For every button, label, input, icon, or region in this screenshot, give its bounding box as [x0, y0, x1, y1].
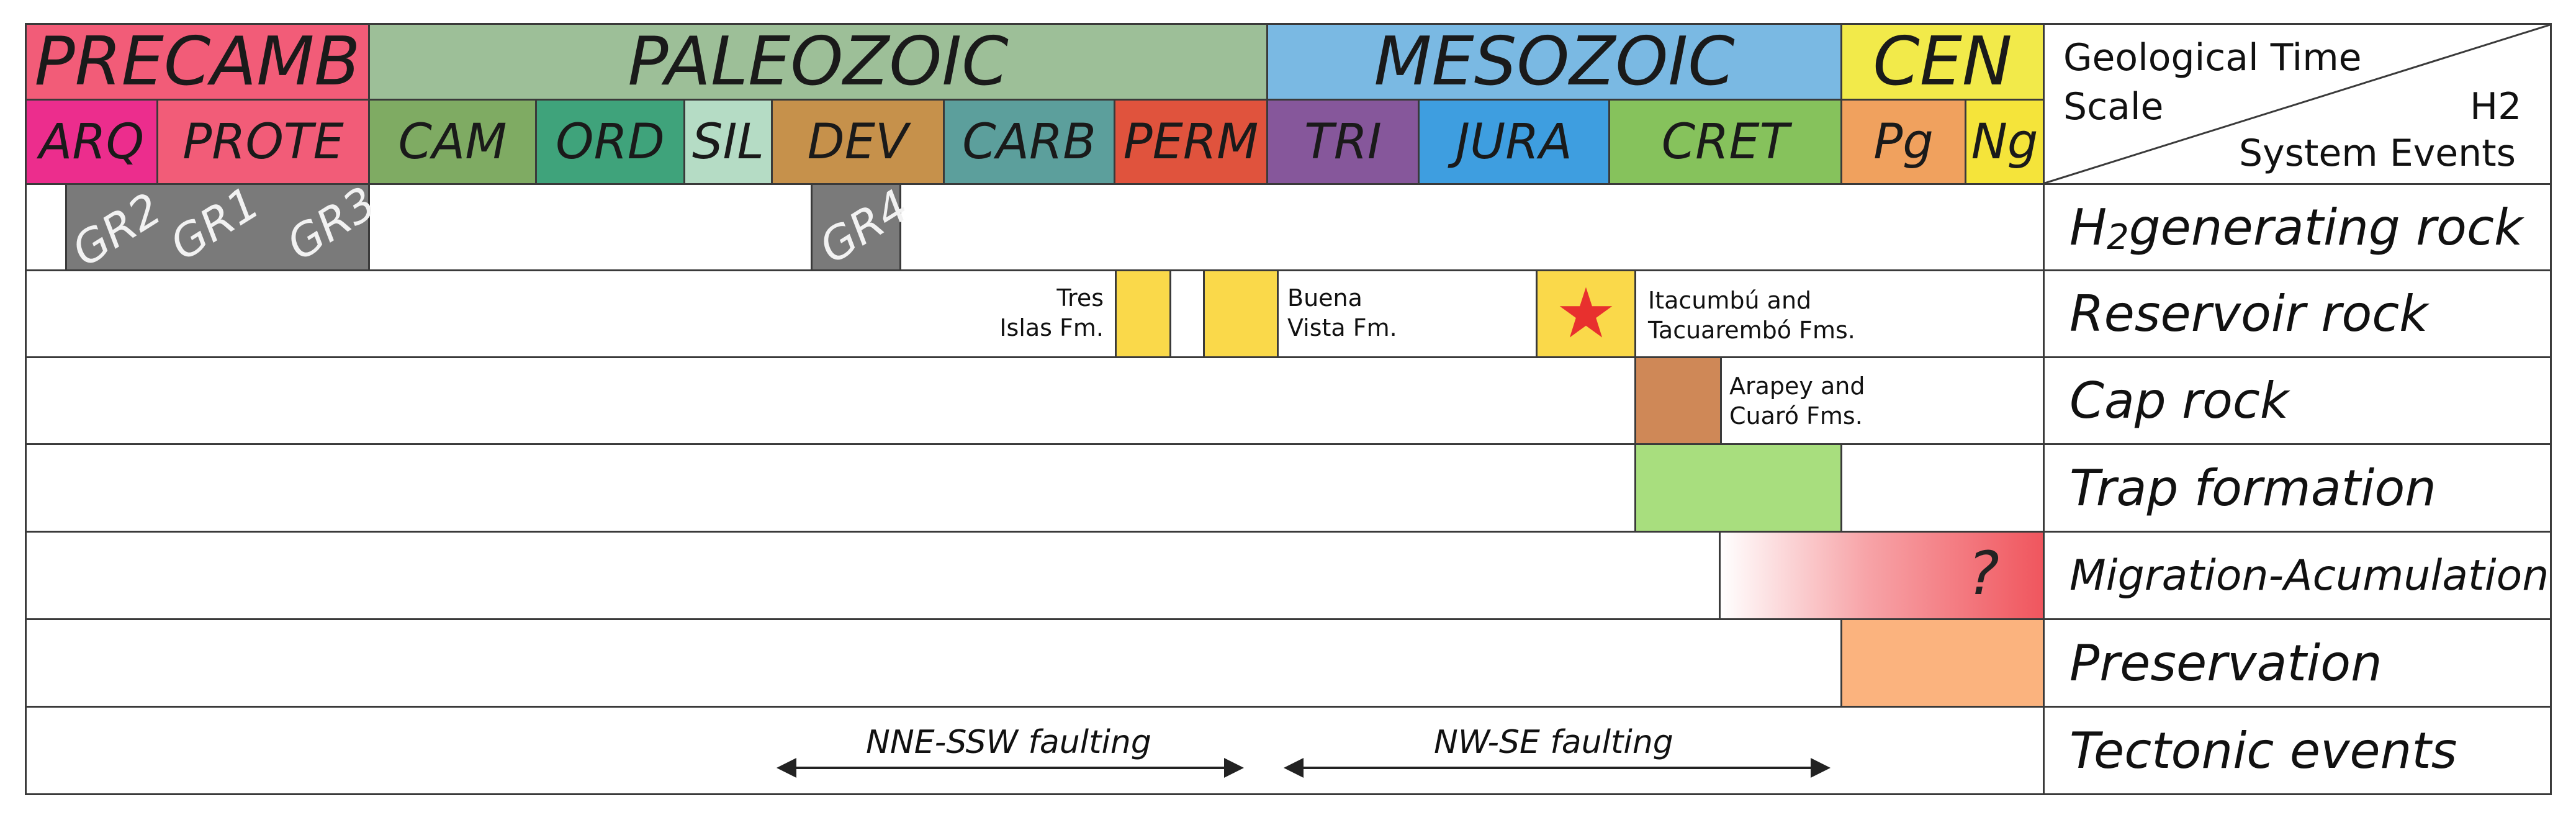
label-tectonic: Tectonic events	[2043, 706, 2552, 795]
label-migration: Migration-Acumulation	[2043, 531, 2552, 620]
note-tres-islas: Tres Islas Fm.	[992, 283, 1104, 343]
generating-block-precambrian	[65, 183, 370, 271]
note-buena-line2: Vista Fm.	[1287, 314, 1397, 341]
note-tres-line1: Tres	[1056, 284, 1104, 312]
note-arapey: Arapey and Cuaró Fms.	[1729, 371, 1865, 431]
cap-rock-fill	[1634, 356, 1722, 445]
note-buena-vista: Buena Vista Fm.	[1287, 283, 1397, 343]
generating-block-devonian	[811, 183, 901, 271]
era-cenozoic: CEN	[1840, 23, 2045, 101]
period-silurian: SIL	[683, 99, 773, 185]
reservoir-fill-itacumbu	[1536, 269, 1636, 358]
period-carboniferous: CARB	[943, 99, 1115, 185]
corner-label-geological-time: Geological Time	[2063, 36, 2362, 79]
note-itacumbu: Itacumbú and Tacuarembó Fms.	[1648, 286, 1855, 345]
trap-formation-fill	[1634, 443, 1842, 533]
tectonic-arrows	[777, 758, 1831, 778]
note-tres-line2: Islas Fm.	[999, 314, 1104, 341]
period-paleogene: Pg	[1840, 99, 1966, 185]
period-cretaceous: CRET	[1608, 99, 1842, 185]
note-itacumbu-line1: Itacumbú and	[1648, 287, 1812, 314]
period-jurassic: JURA	[1418, 99, 1610, 185]
era-mesozoic: MESOZOIC	[1266, 23, 1842, 101]
note-itacumbu-line2: Tacuarembó Fms.	[1648, 317, 1855, 344]
reservoir-fill-buena-vista	[1203, 269, 1279, 358]
era-paleozoic: PALEOZOIC	[368, 23, 1268, 101]
period-ordovician: ORD	[535, 99, 685, 185]
label-generating-h: H	[2069, 198, 2107, 256]
label-cap-rock: Cap rock	[2043, 356, 2552, 445]
period-cambrian: CAM	[368, 99, 537, 185]
label-generating-sub: 2	[2107, 217, 2129, 258]
corner-label-system-events: System Events	[2239, 132, 2516, 175]
star-icon	[1559, 287, 1613, 338]
note-arapey-line1: Arapey and	[1729, 372, 1865, 400]
label-trap-formation: Trap formation	[2043, 443, 2552, 533]
period-permian: PERM	[1114, 99, 1268, 185]
period-archean: ARQ	[25, 99, 158, 185]
preservation-fill	[1840, 618, 2045, 708]
note-buena-line1: Buena	[1287, 284, 1362, 312]
row-preservation	[25, 618, 2045, 708]
reservoir-fill-tres-islas	[1115, 269, 1171, 358]
period-neogene: Ng	[1965, 99, 2045, 185]
label-preservation: Preservation	[2043, 618, 2552, 708]
corner-label-h2: H2	[2470, 85, 2522, 128]
note-arapey-line2: Cuaró Fms.	[1729, 402, 1863, 430]
period-proterozoic: PROTE	[156, 99, 370, 185]
label-generating-rest: generating rock	[2128, 198, 2523, 256]
corner-label-scale: Scale	[2063, 85, 2164, 128]
tectonic-event-nne-ssw: NNE-SSW faulting	[866, 724, 1151, 761]
migration-question-mark: ?	[1968, 539, 1999, 608]
corner-header-cell: Geological Time Scale H2 System Events	[2043, 23, 2552, 185]
era-precambrian: PRECAMB	[25, 23, 370, 101]
diagonal-divider	[2045, 25, 2550, 183]
period-triassic: TRI	[1266, 99, 1420, 185]
period-devonian: DEV	[771, 99, 945, 185]
label-reservoir-rock: Reservoir rock	[2043, 269, 2552, 358]
tectonic-event-nw-se: NW-SE faulting	[1434, 724, 1673, 761]
